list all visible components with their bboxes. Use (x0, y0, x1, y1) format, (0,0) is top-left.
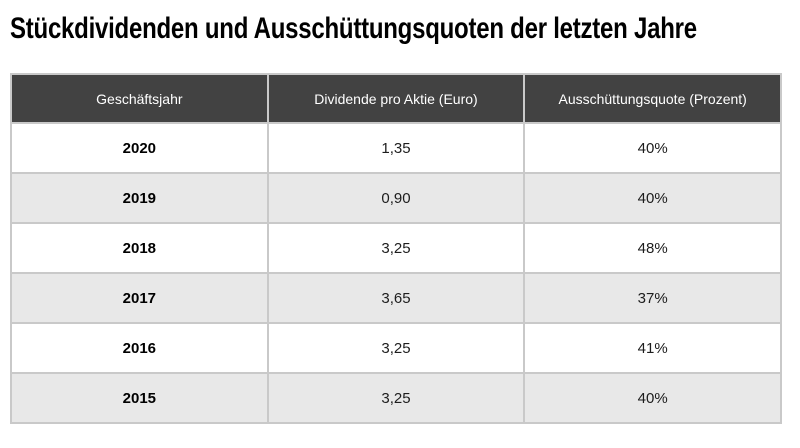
table-row: 2018 3,25 48% (10, 222, 782, 274)
page-title: Stückdividenden und Ausschüttungsquoten … (10, 12, 697, 45)
payout-cell: 40% (523, 172, 782, 224)
table-row: 2017 3,65 37% (10, 272, 782, 324)
dividends-table: Geschäftsjahr Dividende pro Aktie (Euro)… (10, 73, 782, 424)
year-cell: 2018 (10, 222, 269, 274)
year-cell: 2015 (10, 372, 269, 424)
payout-cell: 48% (523, 222, 782, 274)
year-cell: 2017 (10, 272, 269, 324)
dividend-cell: 3,25 (266, 222, 526, 274)
dividend-cell: 0,90 (266, 172, 526, 224)
table-row: 2020 1,35 40% (10, 122, 782, 174)
table-body: 2020 1,35 40% 2019 0,90 40% 2018 3,25 48% 2017 3,6… (10, 122, 782, 424)
payout-cell: 41% (523, 322, 782, 374)
payout-cell: 40% (523, 372, 782, 424)
table-head: Geschäftsjahr Dividende pro Aktie (Euro)… (10, 73, 782, 124)
year-cell: 2016 (10, 322, 269, 374)
dividend-cell: 3,25 (266, 372, 526, 424)
column-header-payout: Ausschüttungsquote (Prozent) (523, 73, 782, 124)
dividend-cell: 1,35 (266, 122, 526, 174)
column-header-dividend: Dividende pro Aktie (Euro) (266, 73, 526, 124)
year-cell: 2019 (10, 172, 269, 224)
dividend-cell: 3,65 (266, 272, 526, 324)
dividend-cell: 3,25 (266, 322, 526, 374)
table-row: 2019 0,90 40% (10, 172, 782, 224)
table-row: 2016 3,25 41% (10, 322, 782, 374)
table-header-row: Geschäftsjahr Dividende pro Aktie (Euro)… (10, 73, 782, 124)
table-row: 2015 3,25 40% (10, 372, 782, 424)
payout-cell: 37% (523, 272, 782, 324)
year-cell: 2020 (10, 122, 269, 174)
column-header-year: Geschäftsjahr (10, 73, 269, 124)
payout-cell: 40% (523, 122, 782, 174)
